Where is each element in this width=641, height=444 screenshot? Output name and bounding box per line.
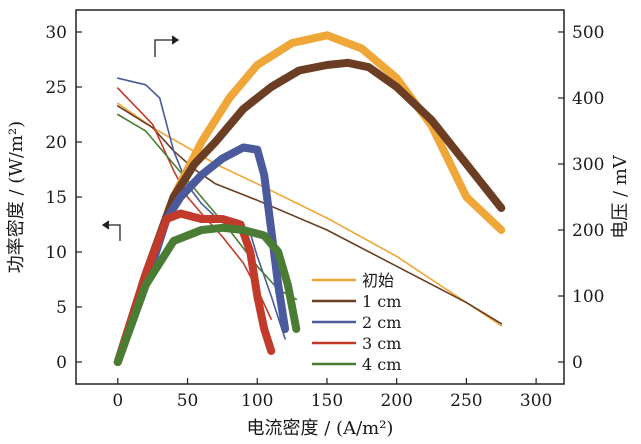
x-tick-label: 100	[241, 391, 273, 411]
x-axis-title: 电流密度 / (A/m²)	[247, 418, 394, 439]
voltage-curve-1-cm	[117, 105, 503, 325]
y-right-tick-label: 0	[572, 353, 583, 373]
power-density-curve-1-cm	[113, 58, 506, 366]
x-tick-label: 300	[520, 391, 552, 411]
power-density-curve-3-cm	[113, 209, 276, 366]
y-right-tick-label: 500	[572, 23, 604, 43]
arrow-to-left-axis	[101, 220, 121, 241]
power-density-curve-2-cm	[113, 143, 290, 366]
y-right-tick-label: 100	[572, 287, 604, 307]
voltage-curve-2-cm	[117, 77, 286, 340]
y-left-tick-label: 5	[56, 298, 67, 318]
legend-label-初始: 初始	[362, 271, 394, 290]
y-left-tick-label: 30	[45, 23, 67, 43]
legend-label-3-cm: 3 cm	[362, 334, 401, 353]
legend-label-4-cm: 4 cm	[362, 355, 401, 374]
x-tick-label: 250	[450, 391, 482, 411]
y-right-tick-label: 400	[572, 89, 604, 109]
plot-marks	[113, 31, 506, 366]
y-axis-left-title: 功率密度 / (W/m²)	[6, 121, 27, 273]
x-tick-label: 150	[311, 391, 343, 411]
x-tick-label: 0	[112, 391, 123, 411]
voltage-curve-初始	[117, 102, 503, 327]
y-left-tick-label: 10	[45, 243, 67, 263]
legend-label-1-cm: 1 cm	[362, 292, 401, 311]
legend-label-2-cm: 2 cm	[362, 313, 401, 332]
y-left-tick-label: 15	[45, 188, 67, 208]
legend: 初始 1 cm 2 cm 3 cm 4 cm	[312, 271, 401, 374]
y-right-tick-label: 300	[572, 155, 604, 175]
y-axis-right-title: 电压 / mV	[610, 154, 631, 239]
y-left-tick-label: 0	[56, 353, 67, 373]
y-right-tick-label: 200	[572, 221, 604, 241]
axes: 0 50 100 150 200 250 3000510152025300100200300…	[45, 23, 604, 411]
y-left-tick-label: 20	[45, 133, 67, 153]
x-tick-label: 50	[177, 391, 199, 411]
x-tick-label: 200	[380, 391, 412, 411]
arrow-to-right-axis	[154, 35, 180, 57]
power-density-curve-4-cm	[113, 223, 301, 366]
y-left-tick-label: 25	[45, 78, 67, 98]
